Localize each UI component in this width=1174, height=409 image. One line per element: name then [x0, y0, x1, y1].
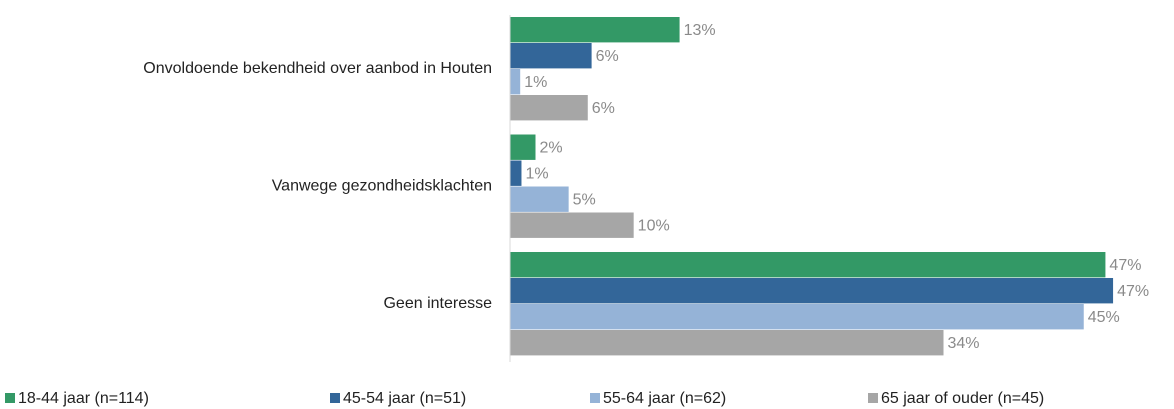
legend-label: 65 jaar of ouder (n=45)	[881, 390, 1044, 407]
legend-swatch	[868, 393, 878, 403]
bar	[510, 278, 1114, 304]
bar	[510, 95, 588, 121]
legend-label: 18-44 jaar (n=114)	[18, 390, 149, 407]
legend-swatch	[590, 393, 600, 403]
value-label: 47%	[1117, 283, 1149, 300]
category-label: Vanwege gezondheidsklachten	[272, 178, 492, 195]
bar	[510, 43, 592, 69]
category-label: Onvoldoende bekendheid over aanbod in Ho…	[143, 60, 492, 77]
legend-swatch	[5, 393, 15, 403]
value-label: 2%	[540, 140, 563, 157]
bar	[510, 304, 1084, 330]
value-label: 5%	[573, 192, 596, 209]
bar	[510, 330, 944, 356]
bar	[510, 134, 536, 160]
legend-label: 55-64 jaar (n=62)	[603, 390, 726, 407]
value-label: 34%	[948, 335, 980, 352]
category-label: Geen interesse	[383, 295, 492, 312]
legend-swatch	[330, 393, 340, 403]
legend-label: 45-54 jaar (n=51)	[343, 390, 466, 407]
value-label: 10%	[638, 218, 670, 235]
bar	[510, 17, 680, 43]
value-label: 1%	[524, 74, 547, 91]
value-label: 1%	[525, 166, 548, 183]
bar	[510, 252, 1106, 278]
bar	[510, 212, 634, 238]
value-label: 45%	[1088, 309, 1120, 326]
value-label: 6%	[596, 48, 619, 65]
bar	[510, 69, 521, 95]
value-label: 6%	[592, 100, 615, 117]
value-label: 47%	[1109, 257, 1141, 274]
bar	[510, 186, 569, 212]
bar	[510, 160, 522, 186]
value-label: 13%	[684, 22, 716, 39]
